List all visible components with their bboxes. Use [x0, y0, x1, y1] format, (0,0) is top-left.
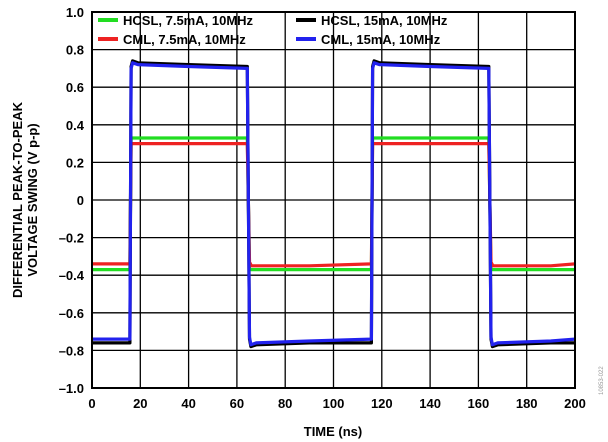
x-tick-label: 100 [323, 396, 345, 411]
x-tick-label: 180 [516, 396, 538, 411]
series-group [92, 59, 576, 349]
y-tick-label: –1.0 [59, 381, 84, 396]
x-tick-label: 140 [419, 396, 441, 411]
plot-frame [91, 11, 576, 389]
y-tick-label: –0.6 [59, 306, 84, 321]
y-tick-label: –0.2 [59, 231, 84, 246]
y-tick-label: 0.4 [66, 118, 85, 133]
legend-label: CML, 7.5mA, 10MHz [123, 32, 246, 47]
grid-lines [92, 12, 575, 388]
x-tick-labels: 0 20 40 60 80 100 120 140 160 180 200 [88, 396, 585, 411]
y-tick-label: –0.8 [59, 343, 84, 358]
y-tick-label: 1.0 [66, 5, 84, 20]
x-tick-label: 200 [564, 396, 586, 411]
y-tick-label: –0.4 [59, 268, 85, 283]
x-tick-label: 120 [371, 396, 393, 411]
legend-label: HCSL, 15mA, 10MHz [321, 13, 448, 28]
legend-label: HCSL, 7.5mA, 10MHz [123, 13, 254, 28]
x-tick-label: 0 [88, 396, 95, 411]
series-line-4 [92, 61, 576, 347]
x-tick-label: 40 [181, 396, 195, 411]
y-axis-title-line-2: VOLTAGE SWING (V p-p) [25, 123, 40, 276]
y-tick-label: 0 [77, 193, 84, 208]
x-tick-label: 20 [133, 396, 147, 411]
y-tick-label: 0.2 [66, 155, 84, 170]
y-axis-title-line-1: DIFFERENTIAL PEAK-TO-PEAK [10, 101, 25, 298]
figure-id: 10853-022 [599, 366, 605, 395]
x-tick-label: 60 [230, 396, 244, 411]
x-tick-label: 160 [468, 396, 490, 411]
y-tick-label: 0.6 [66, 80, 84, 95]
legend: HCSL, 7.5mA, 10MHz CML, 7.5mA, 10MHz HCSL,… [98, 13, 448, 47]
y-tick-label: 0.8 [66, 43, 84, 58]
x-tick-label: 80 [278, 396, 292, 411]
legend-label: CML, 15mA, 10MHz [321, 32, 441, 47]
y-tick-labels: 1.0 0.8 0.6 0.4 0.2 0 –0.2 –0.4 –0.6 –0.8 –1.0 [59, 5, 85, 396]
x-axis-title: TIME (ns) [304, 424, 363, 439]
